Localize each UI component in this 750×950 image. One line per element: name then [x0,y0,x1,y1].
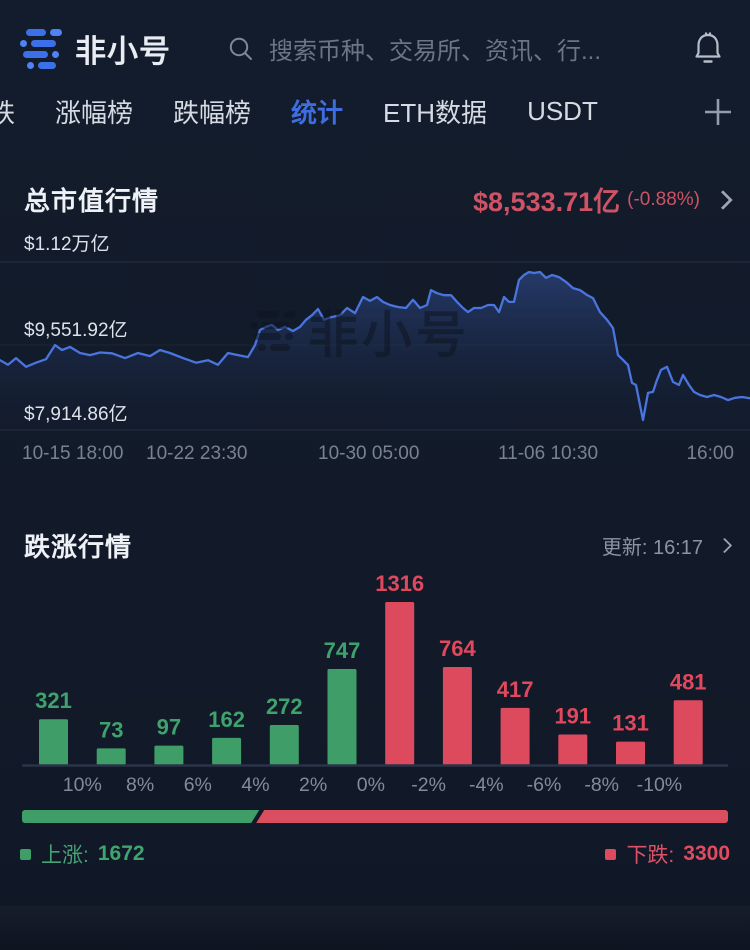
x-axis-tick: 10-22 23:30 [146,443,248,464]
tab-eth-data[interactable]: ETH数据 [383,98,488,128]
x-axis-tick: 16:00 [686,443,734,464]
bar[interactable] [327,669,357,765]
updown-title: 跌涨行情 [24,532,133,562]
market-cap-section-header[interactable]: 总市值行情 $8,533.71亿 (-0.88%) [0,180,750,219]
up-count: 1672 [97,842,145,865]
bell-icon [695,32,721,63]
notification-bell-button[interactable] [690,29,726,69]
y-axis-tick-mid: $9,551.92亿 [24,320,128,341]
percent-axis-label: -8% [584,774,619,796]
bar-value-label: 747 [324,638,361,663]
bar-value-label: 191 [554,704,591,729]
tab-gainers[interactable]: 涨幅榜 [55,98,134,128]
bar-value-label: 481 [670,669,707,694]
up-label: 上涨: [41,844,89,867]
updown-bar-chart: 321 73 97 162 272 747 1316 764 417 191 131 481 10% 8%… [22,571,728,796]
x-axis-tick: 10-15 18:00 [22,443,124,464]
percent-axis-label: -4% [469,774,504,796]
chevron-right-icon[interactable] [713,189,733,210]
bar[interactable] [212,737,242,765]
app-logo[interactable]: 非小号 [20,26,171,71]
percent-axis-label: 0% [357,774,385,796]
update-time: 更新: 16:17 [601,537,703,559]
bar-value-label: 131 [612,711,649,736]
legend-down: 下跌: 3300 [605,839,730,869]
add-tab-button[interactable] [702,96,734,128]
percent-axis-label: 6% [184,774,212,796]
bar-value-label: 97 [157,715,181,740]
up-swatch-icon [20,848,31,860]
percent-axis-label: 10% [63,774,102,796]
market-cap-value: $8,533.71亿 [473,187,621,217]
bar[interactable] [442,667,472,765]
bar-value-label: 417 [497,677,534,702]
bar[interactable] [269,725,299,765]
search-placeholder: 搜索币种、交易所、资讯、行... [269,38,602,65]
logo-text: 非小号 [75,34,171,69]
chevron-right-icon[interactable] [716,537,733,554]
bar[interactable] [385,602,415,765]
tab-partial[interactable]: 跌 [0,98,15,128]
price-line [0,270,750,422]
bar-value-label: 162 [208,707,245,732]
bar[interactable] [558,734,588,766]
tab-usdt[interactable]: USDT [527,96,598,126]
down-swatch-icon [605,848,617,860]
legend-up: 上涨: 1672 [20,839,145,869]
bar[interactable] [500,707,530,765]
y-axis-tick-bottom: $7,914.86亿 [24,404,128,425]
percent-axis-label: -2% [411,774,446,796]
bar-value-label: 1316 [375,571,424,596]
bar[interactable] [673,700,703,765]
app-header: 非小号 搜索币种、交易所、资讯、行... [0,0,750,79]
search-icon [229,37,252,60]
bar[interactable] [96,748,126,765]
bar-value-label: 73 [99,717,123,742]
bar-value-label: 764 [439,636,476,661]
x-axis-tick: 11-06 10:30 [498,443,599,464]
percent-axis-label: -6% [527,774,562,796]
down-count: 3300 [683,842,730,865]
tab-statistics[interactable]: 统计 [291,98,344,128]
percent-axis-label: -10% [637,774,683,796]
area-chart-canvas [0,261,750,431]
percent-axis-label: 2% [299,774,327,796]
down-label: 下跌: [626,844,675,867]
market-cap-chart[interactable]: $1.12万亿 $9,551.92亿 $7,914.86亿 非小号 [0,233,750,439]
area-fill [0,272,750,430]
ratio-down-segment [256,810,728,823]
plus-icon [705,98,731,125]
x-axis-tick: 10-30 05:00 [318,443,420,464]
percent-axis-label: 8% [126,774,154,796]
bar-value-label: 321 [35,688,72,713]
ratio-up-segment [22,810,259,823]
bottom-fade [0,906,750,950]
percent-axis-label: 4% [241,774,269,796]
updown-legend: 上涨: 1672 下跌: 3300 [20,839,730,869]
market-cap-change: (-0.88%) [627,188,700,210]
bar-value-label: 272 [266,694,303,719]
bar[interactable] [616,741,645,765]
market-cap-title: 总市值行情 [24,186,160,216]
y-axis-tick-top: $1.12万亿 [24,234,110,255]
tab-losers[interactable]: 跌幅榜 [173,98,252,128]
x-axis-labels: 10-15 18:00 10-22 23:30 10-30 05:00 11-0… [0,441,750,471]
bar[interactable] [154,745,184,765]
bar[interactable] [39,719,68,765]
logo-icon [20,28,62,69]
search-input[interactable]: 搜索币种、交易所、资讯、行... [227,31,672,66]
updown-section-header[interactable]: 跌涨行情 更新: 16:17 [0,527,750,564]
up-down-ratio-bar [22,810,728,823]
tab-bar: 跌 涨幅榜 跌幅榜 统计 ETH数据 USDT [0,79,750,146]
